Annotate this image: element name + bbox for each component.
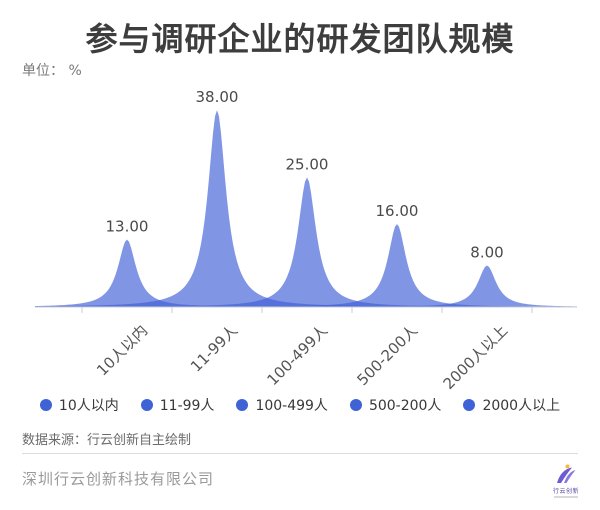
legend-item[interactable]: 500-200人 bbox=[349, 395, 442, 415]
unit-label: 单位： % bbox=[22, 63, 82, 79]
legend-dot-icon bbox=[39, 399, 52, 411]
value-label: 8.00 bbox=[470, 244, 503, 262]
source-note: 数据来源：行云创新自主绘制 bbox=[22, 433, 192, 448]
cloudtogo-logo: 行云创新 bbox=[548, 464, 584, 498]
legend-dot-icon bbox=[236, 399, 249, 411]
value-label: 38.00 bbox=[196, 88, 239, 106]
legend-item[interactable]: 100-499人 bbox=[236, 395, 328, 415]
divider bbox=[22, 453, 578, 454]
value-label: 16.00 bbox=[376, 202, 419, 220]
legend-label: 500-200人 bbox=[368, 398, 442, 414]
legend-label: 10人以内 bbox=[58, 398, 119, 414]
value-label: 13.00 bbox=[106, 218, 149, 236]
legend-label: 2000人以上 bbox=[482, 398, 561, 414]
logo-name: 行云创新 bbox=[552, 488, 579, 495]
chart-title: 参与调研企业的研发团队规模 bbox=[85, 20, 515, 58]
peak-area bbox=[35, 177, 577, 307]
legend-dot-icon bbox=[463, 399, 476, 411]
legend: 10人以内 11-99人 100-499人 500-200人 2000人以上 bbox=[0, 395, 600, 415]
legend-dot-icon bbox=[349, 399, 362, 411]
chart-area: 13.00 38.00 25.00 16.00 8.00 10人以内 11-99人 100-… bbox=[0, 70, 600, 393]
logo-swoosh-dark bbox=[557, 467, 572, 483]
legend-label: 100-499人 bbox=[255, 398, 328, 414]
footer-company: 深圳行云创新科技有限公司 bbox=[22, 470, 215, 488]
legend-item[interactable]: 11-99人 bbox=[140, 395, 215, 415]
value-label: 25.00 bbox=[286, 156, 329, 174]
legend-item[interactable]: 2000人以上 bbox=[463, 395, 560, 415]
legend-label: 11-99人 bbox=[159, 398, 215, 414]
logo-swoosh-light bbox=[564, 470, 576, 483]
legend-dot-icon bbox=[140, 399, 153, 411]
chart-plot: 13.00 38.00 25.00 16.00 8.00 bbox=[35, 88, 577, 313]
logo-subline bbox=[554, 496, 578, 498]
logo-dot bbox=[565, 464, 570, 469]
legend-item[interactable]: 10人以内 bbox=[39, 395, 119, 415]
cloudtogo-logo-icon bbox=[557, 464, 576, 483]
